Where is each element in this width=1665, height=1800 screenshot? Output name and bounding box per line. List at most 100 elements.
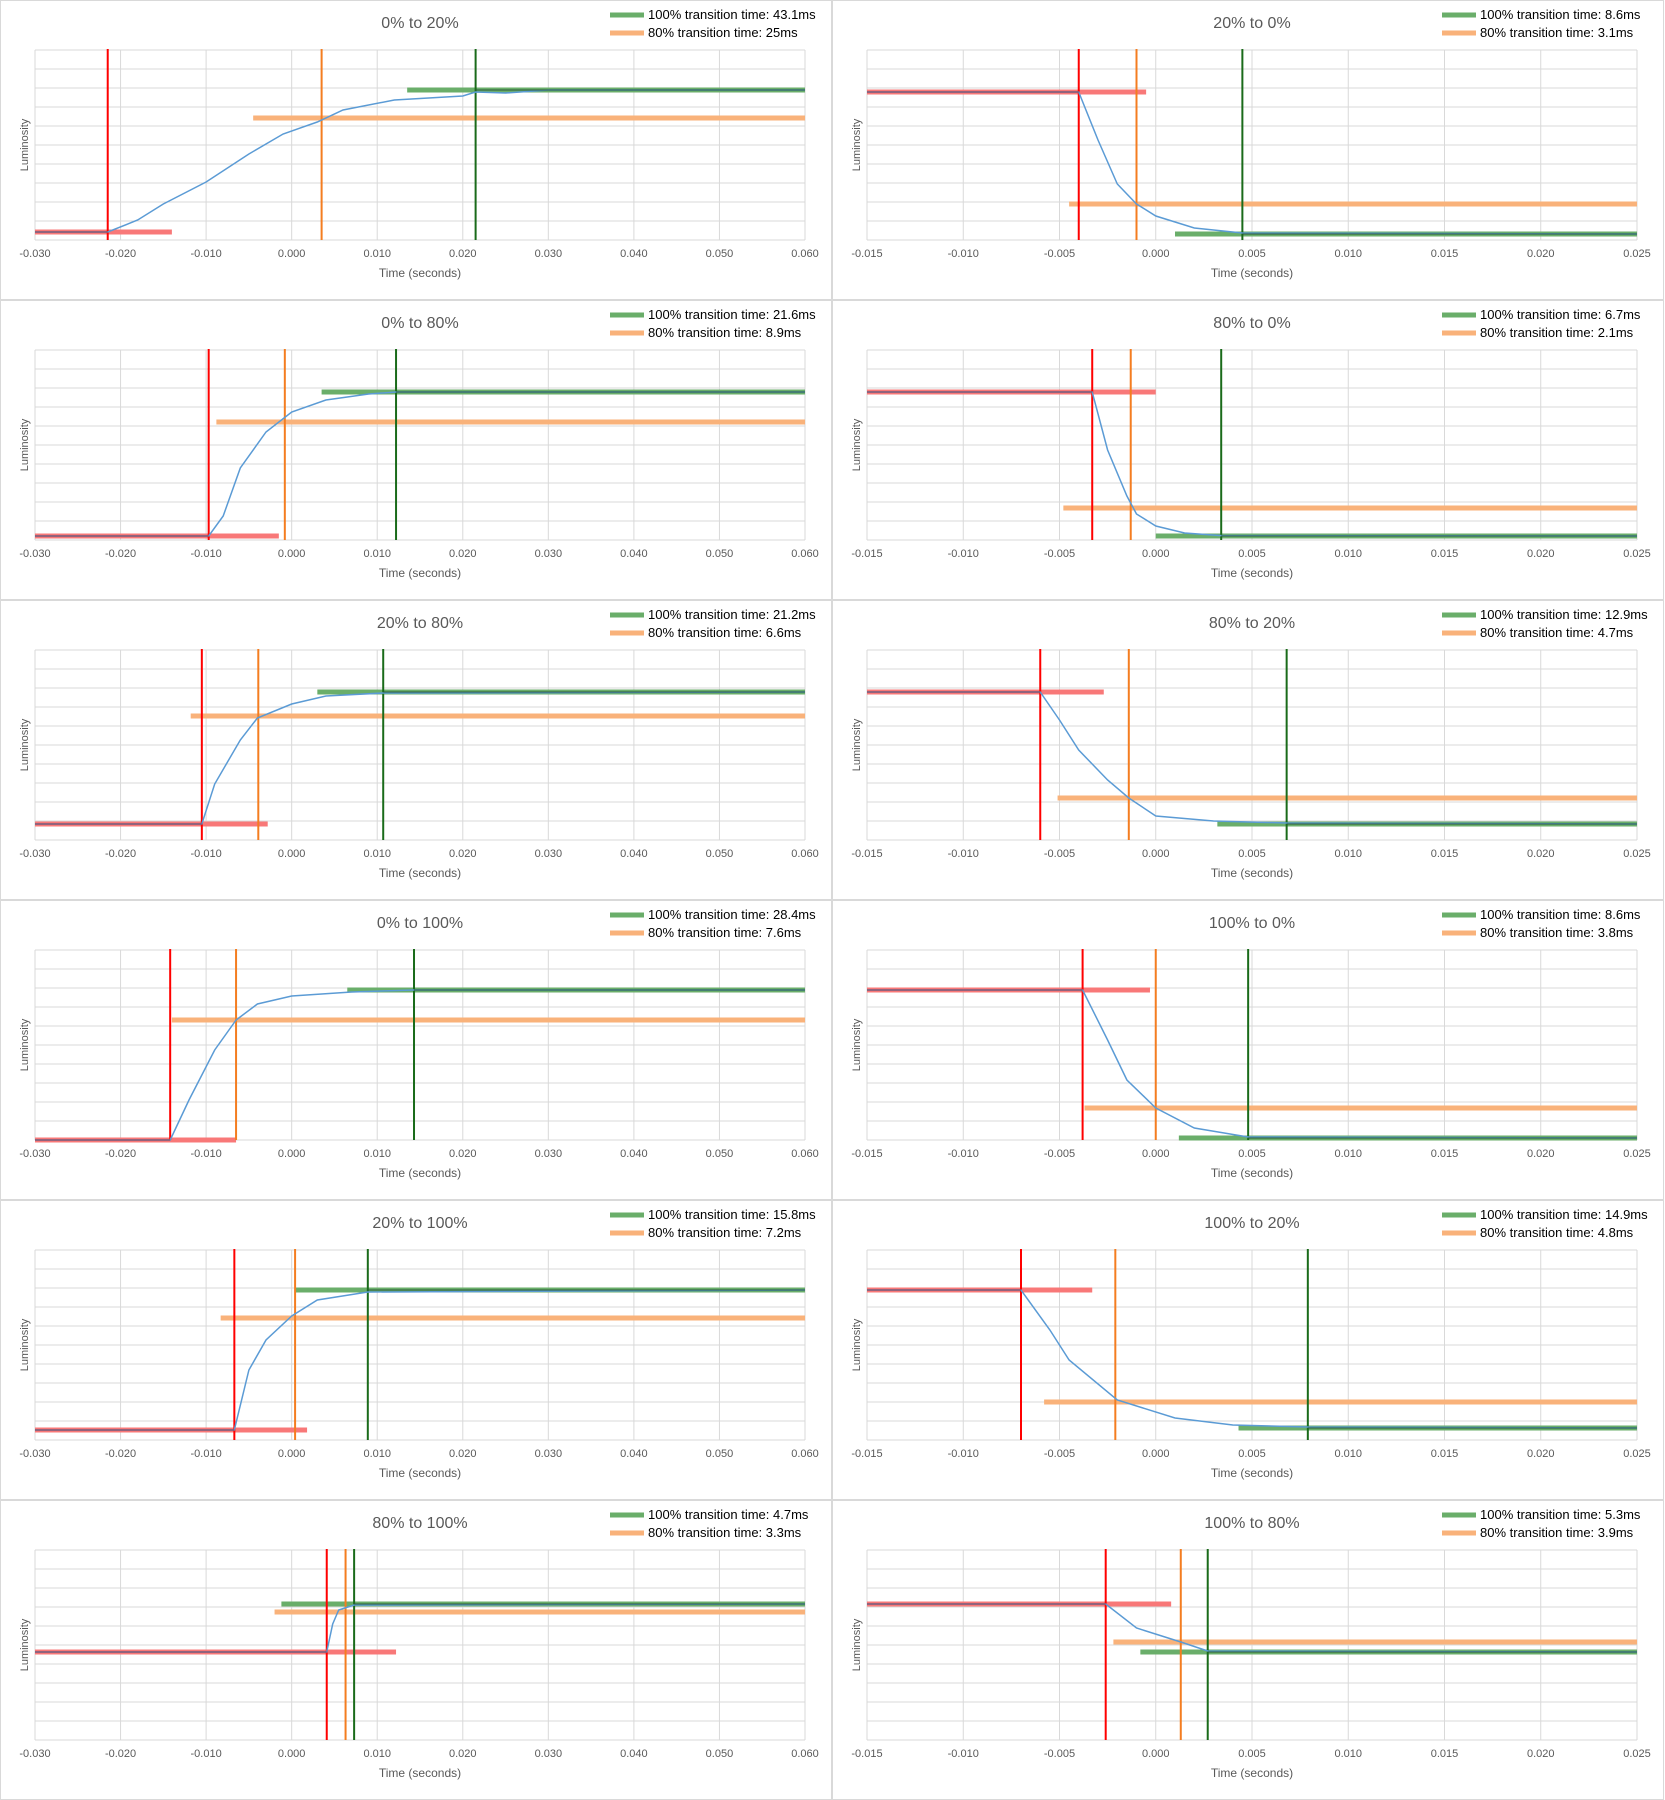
x-tick-label: 0.040 bbox=[620, 548, 648, 560]
chart-title: 0% to 80% bbox=[381, 315, 458, 332]
x-tick-label: 0.040 bbox=[620, 848, 648, 860]
x-tick-label: 0.020 bbox=[449, 248, 477, 260]
chart-panel: -0.030 -0.020 -0.010 0.000 0.010 0.020 0.030 0.… bbox=[0, 1200, 832, 1500]
y-axis-label: Luminosity bbox=[851, 1018, 863, 1071]
legend-label-100: 100% transition time: 6.7ms bbox=[1480, 307, 1641, 322]
x-tick-label: 0.060 bbox=[791, 1448, 819, 1460]
x-tick-label: 0.025 bbox=[1623, 1148, 1651, 1160]
x-tick-label: 0.030 bbox=[535, 1748, 563, 1760]
x-tick-label: 0.005 bbox=[1238, 848, 1266, 860]
x-tick-label: 0.000 bbox=[278, 248, 306, 260]
legend-label-100: 100% transition time: 5.3ms bbox=[1480, 1507, 1641, 1522]
x-tick-label: 0.015 bbox=[1431, 548, 1459, 560]
x-tick-label: 0.050 bbox=[706, 1148, 734, 1160]
legend-label-80: 80% transition time: 7.6ms bbox=[648, 925, 802, 940]
legend-label-100: 100% transition time: 21.2ms bbox=[648, 607, 816, 622]
chart-title: 20% to 0% bbox=[1213, 15, 1290, 32]
legend-label-80: 80% transition time: 2.1ms bbox=[1480, 325, 1634, 340]
x-tick-label: -0.010 bbox=[191, 1748, 222, 1760]
x-tick-label: 0.010 bbox=[1334, 248, 1362, 260]
x-tick-label: -0.010 bbox=[948, 848, 979, 860]
x-tick-label: -0.005 bbox=[1044, 248, 1075, 260]
chart-panel: -0.015 -0.010 -0.005 0.000 0.005 0.010 0.015 0.… bbox=[832, 600, 1664, 900]
chart-panel: -0.030 -0.020 -0.010 0.000 0.010 0.020 0.030 0.… bbox=[0, 1500, 832, 1800]
x-tick-label: 0.000 bbox=[278, 548, 306, 560]
chart-panel: -0.030 -0.020 -0.010 0.000 0.010 0.020 0.030 0.… bbox=[0, 0, 832, 300]
x-axis-label: Time (seconds) bbox=[379, 566, 461, 580]
x-tick-label: 0.010 bbox=[363, 248, 391, 260]
x-tick-label: 0.005 bbox=[1238, 1148, 1266, 1160]
x-tick-label: 0.020 bbox=[449, 548, 477, 560]
x-tick-label: 0.050 bbox=[706, 248, 734, 260]
chart-title: 80% to 100% bbox=[372, 1515, 467, 1532]
chart-panel: -0.015 -0.010 -0.005 0.000 0.005 0.010 0.015 0.… bbox=[832, 1200, 1664, 1500]
x-tick-label: 0.040 bbox=[620, 1148, 648, 1160]
legend-label-100: 100% transition time: 43.1ms bbox=[648, 7, 816, 22]
y-axis-label: Luminosity bbox=[19, 418, 31, 471]
legend-label-80: 80% transition time: 4.7ms bbox=[1480, 625, 1634, 640]
legend-label-80: 80% transition time: 4.8ms bbox=[1480, 1225, 1634, 1240]
x-tick-label: 0.000 bbox=[278, 1448, 306, 1460]
y-axis-label: Luminosity bbox=[851, 718, 863, 771]
legend-label-100: 100% transition time: 8.6ms bbox=[1480, 907, 1641, 922]
x-tick-label: -0.005 bbox=[1044, 1748, 1075, 1760]
x-tick-label: -0.010 bbox=[948, 1448, 979, 1460]
x-tick-label: 0.040 bbox=[620, 248, 648, 260]
x-tick-label: 0.060 bbox=[791, 1148, 819, 1160]
x-tick-label: -0.030 bbox=[19, 248, 50, 260]
x-tick-label: 0.030 bbox=[535, 548, 563, 560]
x-tick-label: 0.020 bbox=[1527, 1148, 1555, 1160]
x-tick-label: 0.015 bbox=[1431, 1748, 1459, 1760]
legend-label-80: 80% transition time: 8.9ms bbox=[648, 325, 802, 340]
x-axis-label: Time (seconds) bbox=[379, 1466, 461, 1480]
x-axis-label: Time (seconds) bbox=[379, 866, 461, 880]
x-tick-label: 0.000 bbox=[1142, 1148, 1170, 1160]
x-axis-label: Time (seconds) bbox=[379, 1166, 461, 1180]
legend-label-80: 80% transition time: 3.9ms bbox=[1480, 1525, 1634, 1540]
x-tick-label: -0.010 bbox=[948, 1748, 979, 1760]
luminosity-curve bbox=[867, 989, 1638, 1139]
x-tick-label: 0.005 bbox=[1238, 548, 1266, 560]
x-tick-label: -0.010 bbox=[191, 548, 222, 560]
x-tick-label: -0.020 bbox=[105, 1448, 136, 1460]
luminosity-curve bbox=[867, 691, 1638, 825]
legend-label-80: 80% transition time: 3.8ms bbox=[1480, 925, 1634, 940]
x-tick-label: 0.010 bbox=[1334, 1148, 1362, 1160]
x-tick-label: 0.020 bbox=[1527, 248, 1555, 260]
x-tick-label: -0.020 bbox=[105, 248, 136, 260]
y-axis-label: Luminosity bbox=[851, 118, 863, 171]
x-axis-label: Time (seconds) bbox=[1211, 1766, 1293, 1780]
x-tick-label: -0.010 bbox=[191, 848, 222, 860]
x-tick-label: 0.060 bbox=[791, 1748, 819, 1760]
x-tick-label: 0.005 bbox=[1238, 248, 1266, 260]
x-axis-label: Time (seconds) bbox=[1211, 1466, 1293, 1480]
chart-panel: -0.015 -0.010 -0.005 0.000 0.005 0.010 0.015 0.… bbox=[832, 0, 1664, 300]
legend-label-100: 100% transition time: 12.9ms bbox=[1480, 607, 1648, 622]
y-axis-label: Luminosity bbox=[851, 1318, 863, 1371]
x-tick-label: -0.020 bbox=[105, 1748, 136, 1760]
x-tick-label: -0.010 bbox=[948, 548, 979, 560]
x-tick-label: 0.015 bbox=[1431, 848, 1459, 860]
x-tick-label: 0.040 bbox=[620, 1448, 648, 1460]
luminosity-curve bbox=[35, 89, 805, 233]
legend-label-100: 100% transition time: 28.4ms bbox=[648, 907, 816, 922]
x-tick-label: 0.010 bbox=[363, 548, 391, 560]
chart-panel: -0.015 -0.010 -0.005 0.000 0.005 0.010 0.015 0.… bbox=[832, 1500, 1664, 1800]
legend-label-80: 80% transition time: 3.3ms bbox=[648, 1525, 802, 1540]
x-tick-label: 0.010 bbox=[363, 1748, 391, 1760]
x-tick-label: -0.030 bbox=[19, 1448, 50, 1460]
legend-label-100: 100% transition time: 4.7ms bbox=[648, 1507, 809, 1522]
x-tick-label: -0.015 bbox=[851, 1748, 882, 1760]
x-tick-label: 0.020 bbox=[449, 1748, 477, 1760]
y-axis-label: Luminosity bbox=[19, 1318, 31, 1371]
chart-panel: -0.015 -0.010 -0.005 0.000 0.005 0.010 0.015 0.… bbox=[832, 300, 1664, 600]
y-axis-label: Luminosity bbox=[19, 118, 31, 171]
x-tick-label: 0.015 bbox=[1431, 1448, 1459, 1460]
x-tick-label: -0.010 bbox=[191, 1448, 222, 1460]
x-tick-label: -0.005 bbox=[1044, 548, 1075, 560]
x-tick-label: 0.010 bbox=[1334, 1448, 1362, 1460]
chart-panel: -0.030 -0.020 -0.010 0.000 0.010 0.020 0.030 0.… bbox=[0, 300, 832, 600]
x-tick-label: 0.000 bbox=[1142, 248, 1170, 260]
y-axis-label: Luminosity bbox=[19, 718, 31, 771]
chart-title: 0% to 20% bbox=[381, 15, 458, 32]
